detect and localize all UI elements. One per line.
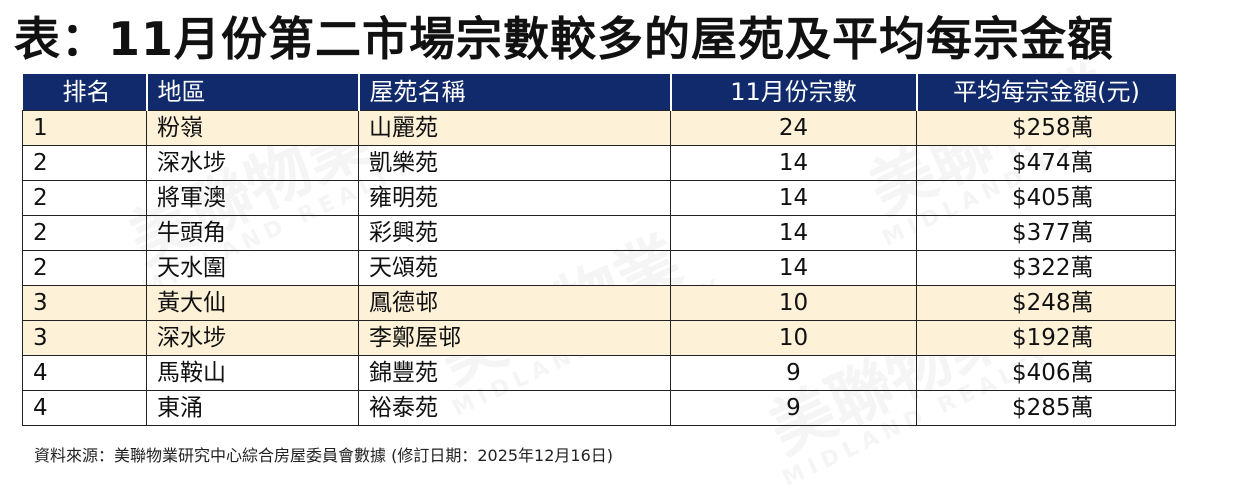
avg-price-cell: $405萬 (916, 180, 1176, 216)
table-row: 2 天水圍 天頌苑 14 $322萬 (22, 250, 1176, 286)
estate-cell: 天頌苑 (358, 250, 671, 286)
estate-cell: 鳳德邨 (358, 285, 671, 321)
avg-price-cell: $258萬 (916, 110, 1176, 146)
transactions-cell: 10 (670, 320, 917, 356)
avg-price-cell: $192萬 (916, 320, 1176, 356)
transactions-cell: 9 (670, 390, 917, 426)
transactions-cell: 14 (670, 145, 917, 181)
transactions-cell: 10 (670, 285, 917, 321)
estate-cell: 裕泰苑 (358, 390, 671, 426)
table-header-row: 排名 地區 屋苑名稱 11月份宗數 平均每宗金額(元) (22, 74, 1176, 111)
source-note: 資料來源：美聯物業研究中心綜合房屋委員會數據 (修訂日期：2025年12月16日… (34, 446, 614, 465)
district-cell: 牛頭角 (146, 215, 359, 251)
transactions-cell: 9 (670, 355, 917, 391)
rank-cell: 2 (22, 250, 147, 286)
column-header-avg-price: 平均每宗金額(元) (915, 74, 1176, 111)
avg-price-cell: $474萬 (916, 145, 1176, 181)
column-header-rank: 排名 (22, 74, 147, 111)
avg-price-cell: $248萬 (916, 285, 1176, 321)
estate-cell: 凱樂苑 (358, 145, 671, 181)
district-cell: 馬鞍山 (146, 355, 359, 391)
district-cell: 東涌 (146, 390, 359, 426)
district-cell: 粉嶺 (146, 110, 359, 146)
district-cell: 黃大仙 (146, 285, 359, 321)
rank-cell: 3 (22, 320, 147, 356)
estate-cell: 錦豐苑 (358, 355, 671, 391)
transactions-cell: 14 (670, 215, 917, 251)
avg-price-cell: $406萬 (916, 355, 1176, 391)
avg-price-cell: $322萬 (916, 250, 1176, 286)
estate-cell: 彩興苑 (358, 215, 671, 251)
transactions-table: 排名 地區 屋苑名稱 11月份宗數 平均每宗金額(元) 1 粉嶺 山麗苑 24 $258… (22, 74, 1176, 426)
rank-cell: 2 (22, 145, 147, 181)
avg-price-cell: $285萬 (916, 390, 1176, 426)
column-header-estate: 屋苑名稱 (357, 74, 671, 111)
district-cell: 深水埗 (146, 320, 359, 356)
rank-cell: 4 (22, 390, 147, 426)
table-row: 3 黃大仙 鳳德邨 10 $248萬 (22, 285, 1176, 321)
district-cell: 天水圍 (146, 250, 359, 286)
estate-cell: 山麗苑 (358, 110, 671, 146)
rank-cell: 1 (22, 110, 147, 146)
rank-cell: 4 (22, 355, 147, 391)
rank-cell: 3 (22, 285, 147, 321)
transactions-cell: 14 (670, 250, 917, 286)
table-row: 3 深水埗 李鄭屋邨 10 $192萬 (22, 320, 1176, 356)
table-row: 4 馬鞍山 錦豐苑 9 $406萬 (22, 355, 1176, 391)
avg-price-cell: $377萬 (916, 215, 1176, 251)
table-body: 1 粉嶺 山麗苑 24 $258萬 2 深水埗 凱樂苑 14 $474萬 2 將軍澳 雍明苑 14 $405… (22, 110, 1176, 426)
transactions-cell: 24 (670, 110, 917, 146)
column-header-transactions: 11月份宗數 (669, 74, 917, 111)
table-row: 2 牛頭角 彩興苑 14 $377萬 (22, 215, 1176, 251)
district-cell: 深水埗 (146, 145, 359, 181)
table-row: 4 東涌 裕泰苑 9 $285萬 (22, 390, 1176, 426)
transactions-cell: 14 (670, 180, 917, 216)
rank-cell: 2 (22, 215, 147, 251)
page-title: 表：11月份第二市場宗數較多的屋苑及平均每宗金額 (14, 12, 1115, 66)
estate-cell: 李鄭屋邨 (358, 320, 671, 356)
column-header-district: 地區 (145, 74, 359, 111)
table-row: 1 粉嶺 山麗苑 24 $258萬 (22, 110, 1176, 146)
estate-cell: 雍明苑 (358, 180, 671, 216)
table-row: 2 深水埗 凱樂苑 14 $474萬 (22, 145, 1176, 181)
rank-cell: 2 (22, 180, 147, 216)
table-row: 2 將軍澳 雍明苑 14 $405萬 (22, 180, 1176, 216)
district-cell: 將軍澳 (146, 180, 359, 216)
